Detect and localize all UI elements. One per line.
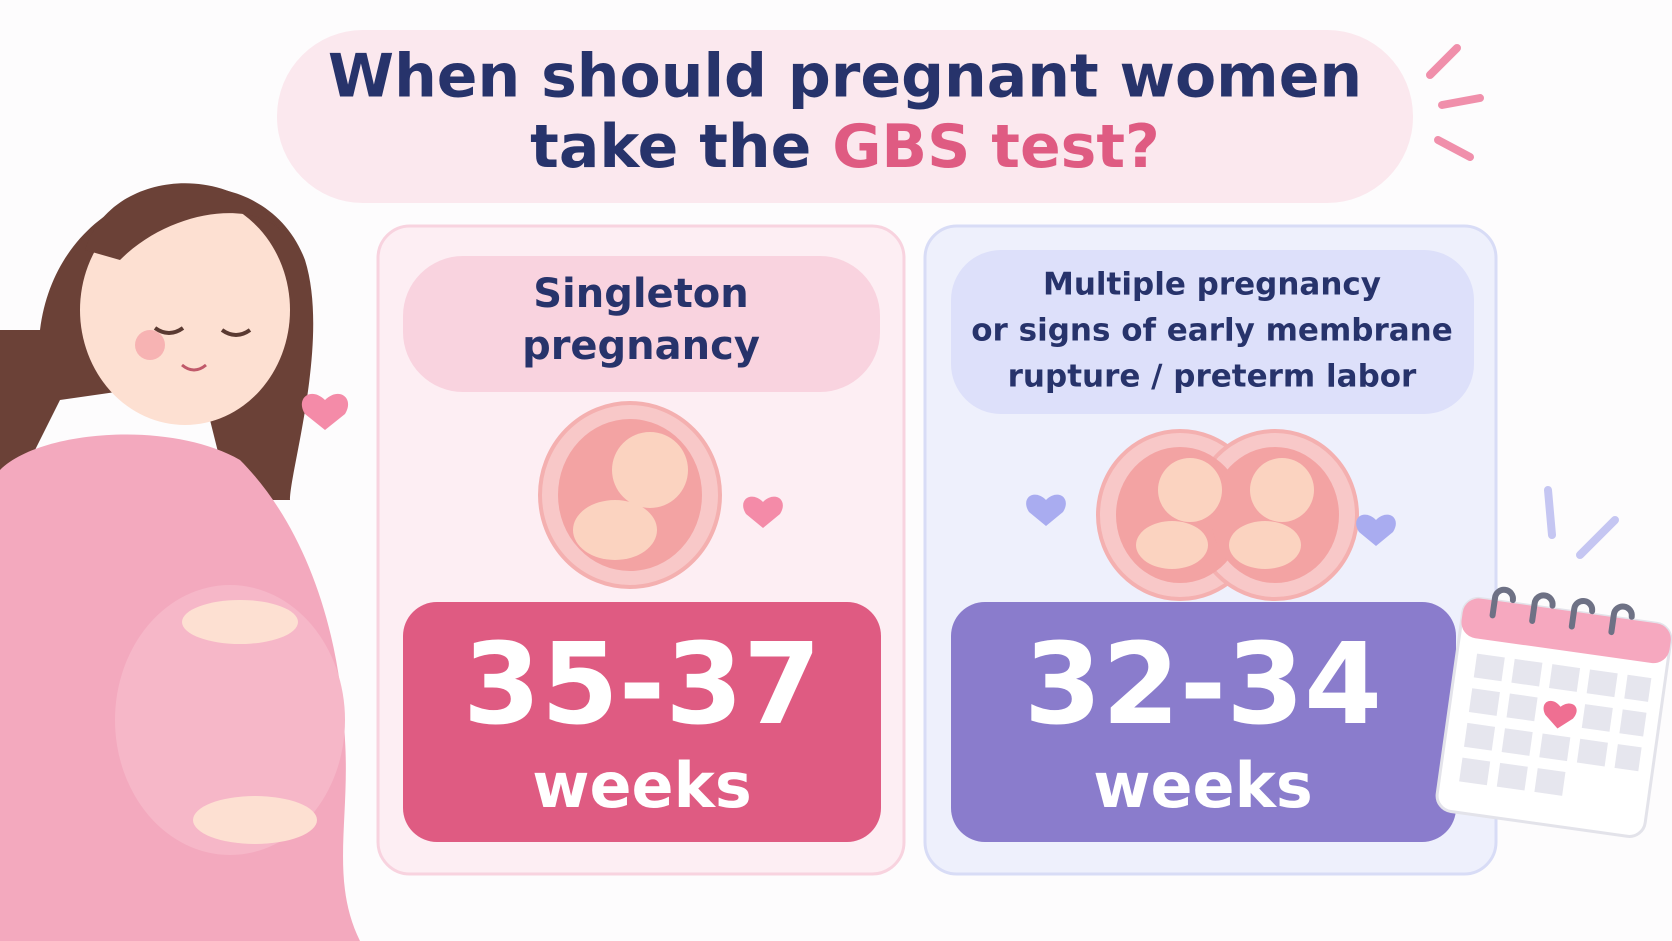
- label-pill: [951, 250, 1474, 414]
- card-label: pregnancy: [522, 323, 760, 369]
- heart: [301, 393, 349, 430]
- twins-illustration: [1096, 429, 1359, 601]
- card-label: Multiple pregnancy: [1043, 267, 1381, 303]
- weeks-unit: weeks: [532, 749, 752, 822]
- weeks-range: 32-34: [1024, 620, 1382, 750]
- heart: [1356, 514, 1396, 546]
- weeks-box: [403, 602, 881, 842]
- title-text: take the: [530, 112, 811, 182]
- title-line: take the GBS test?: [530, 112, 1160, 182]
- woman-illustration: [0, 183, 360, 941]
- sparkles: [1544, 486, 1619, 559]
- heart: [1026, 494, 1066, 526]
- label-pill: [403, 256, 880, 392]
- title-highlight: GBS test?: [832, 112, 1160, 182]
- title-line: When should pregnant women: [328, 42, 1362, 112]
- card-label: rupture / preterm labor: [1008, 359, 1417, 395]
- weeks-unit: weeks: [1093, 749, 1313, 822]
- calendar: [1435, 586, 1672, 838]
- title-pill: [277, 30, 1413, 203]
- heart: [743, 496, 783, 528]
- fetus-illustration: [538, 401, 722, 589]
- weeks-box: [951, 602, 1456, 842]
- weeks-range: 35-37: [463, 620, 821, 750]
- card-label: Singleton: [533, 271, 749, 317]
- card-label: or signs of early membrane: [971, 313, 1453, 349]
- sparkles: [1426, 44, 1484, 161]
